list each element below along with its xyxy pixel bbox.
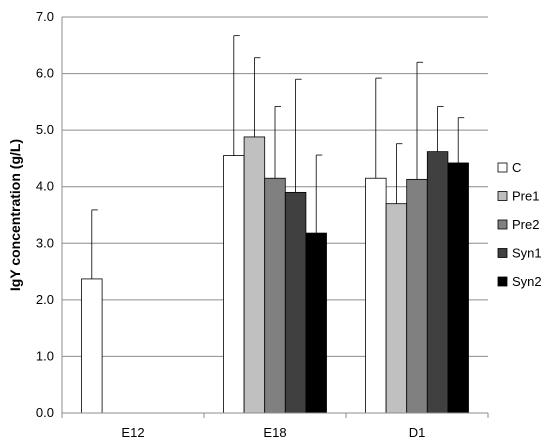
bar-c-e18 <box>223 155 245 414</box>
legend-swatch-c <box>497 162 508 173</box>
y-axis-title: IgY concentration (g/L) <box>7 139 23 291</box>
y-tick-label: 4.0 <box>36 179 54 194</box>
x-tick-label: E12 <box>121 425 144 440</box>
y-tick-label: 1.0 <box>36 348 54 363</box>
y-tick-label: 2.0 <box>36 292 54 307</box>
y-tick-label: 5.0 <box>36 122 54 137</box>
legend-swatch-pre1 <box>497 191 508 201</box>
legend: C Pre1 Pre2 Syn1 Syn2 <box>497 160 542 289</box>
y-tick-label: 3.0 <box>36 235 54 250</box>
legend-swatch-syn1 <box>497 248 508 258</box>
bar-pre1-e18 <box>243 136 266 414</box>
bar-c-e12 <box>81 278 103 414</box>
x-tick-label: E18 <box>263 425 286 440</box>
legend-label-pre2: Pre2 <box>512 217 539 232</box>
legend-label-c: C <box>512 160 521 175</box>
bar-syn2-e18 <box>305 232 327 414</box>
y-tick-label: 6.0 <box>36 66 54 81</box>
bar-c-d1 <box>365 177 387 414</box>
bar-pre2-d1 <box>406 178 428 414</box>
legend-swatch-pre2 <box>497 219 508 230</box>
bar-pre2-e18 <box>264 177 286 414</box>
legend-label-pre1: Pre1 <box>512 189 539 204</box>
bar-syn1-d1 <box>426 151 449 414</box>
y-tick-label: 0.0 <box>36 405 54 420</box>
legend-label-syn1: Syn1 <box>512 246 542 261</box>
legend-swatch-syn2 <box>497 276 508 287</box>
bar-syn1-e18 <box>284 191 307 414</box>
x-tick-label: D1 <box>409 425 426 440</box>
bars <box>81 136 469 414</box>
y-tick-label: 7.0 <box>36 9 54 24</box>
axes: 0.0 1.0 2.0 3.0 4.0 5.0 6.0 7.0 E12 E18 D1 <box>36 9 489 440</box>
error-bars <box>91 35 465 279</box>
legend-label-syn2: Syn2 <box>512 274 542 289</box>
bar-pre1-d1 <box>385 203 408 414</box>
bar-syn2-d1 <box>447 162 469 414</box>
